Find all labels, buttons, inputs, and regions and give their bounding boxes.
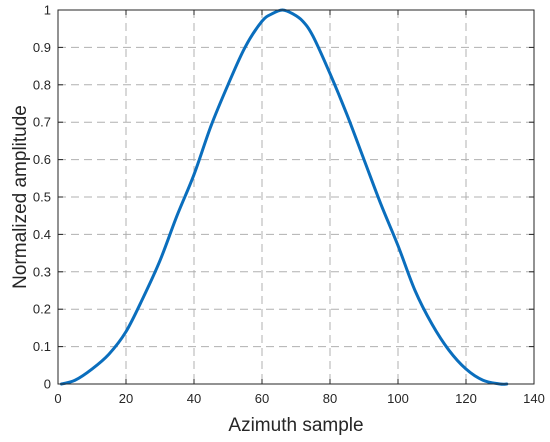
x-tick-label: 140 <box>523 391 545 406</box>
x-tick-label: 0 <box>54 391 61 406</box>
y-tick-label: 0.8 <box>33 77 51 92</box>
y-tick-label: 0.4 <box>33 227 51 242</box>
y-tick-label: 0.6 <box>33 152 51 167</box>
ticks: 0 20 40 60 80 100 120 140 0 0.1 0.2 0.3 0.4 0.5 0.6 0.7… <box>33 3 545 407</box>
y-axis-label: Normalized amplitude <box>10 105 31 289</box>
y-tick-label: 0 <box>44 377 51 392</box>
x-axis-label: Azimuth sample <box>228 415 363 436</box>
series-layer <box>59 8 509 386</box>
x-tick-label: 80 <box>323 391 337 406</box>
x-tick-label: 20 <box>119 391 133 406</box>
x-tick-label: 100 <box>387 391 409 406</box>
x-tick-label: 120 <box>455 391 477 406</box>
y-tick-label: 0.9 <box>33 40 51 55</box>
y-tick-label: 0.1 <box>33 339 51 354</box>
series-line <box>59 8 509 386</box>
x-tick-label: 60 <box>255 391 269 406</box>
y-tick-label: 0.7 <box>33 115 51 130</box>
y-tick-label: 0.3 <box>33 264 51 279</box>
x-tick-label: 40 <box>187 391 201 406</box>
grid <box>58 10 534 384</box>
y-tick-label: 1 <box>44 3 51 18</box>
y-tick-label: 0.5 <box>33 190 51 205</box>
y-tick-label: 0.2 <box>33 302 51 317</box>
